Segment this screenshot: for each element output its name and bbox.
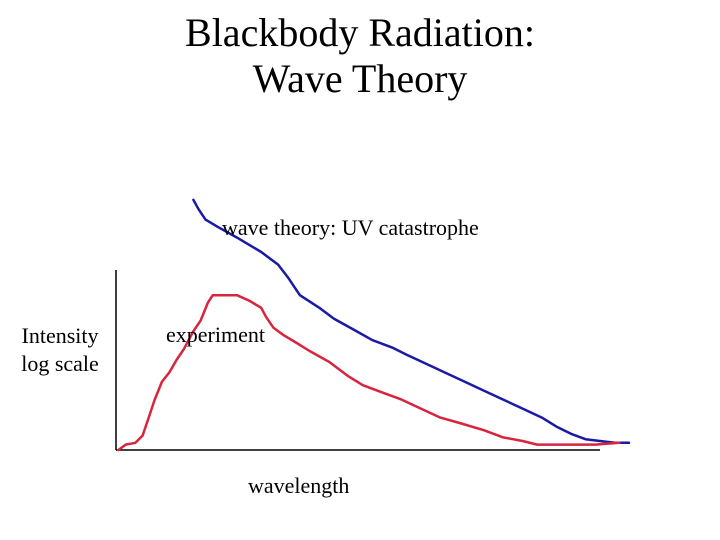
y-axis-label: Intensity log scale <box>14 322 106 378</box>
y-axis-label-line-1: Intensity <box>21 323 99 348</box>
wave-theory-curve <box>192 198 631 445</box>
y-axis-label-line-2: log scale <box>21 351 99 376</box>
title-line-1: Blackbody Radiation: <box>185 10 535 55</box>
experiment-annotation: experiment <box>166 322 265 347</box>
wave-theory-annotation: wave theory: UV catastrophe <box>222 215 479 240</box>
slide-title: Blackbody Radiation: Wave Theory <box>0 10 720 102</box>
experiment-curve <box>117 293 621 452</box>
title-line-2: Wave Theory <box>252 56 468 101</box>
series-layer <box>117 198 631 452</box>
x-axis-label: wavelength <box>248 473 350 498</box>
